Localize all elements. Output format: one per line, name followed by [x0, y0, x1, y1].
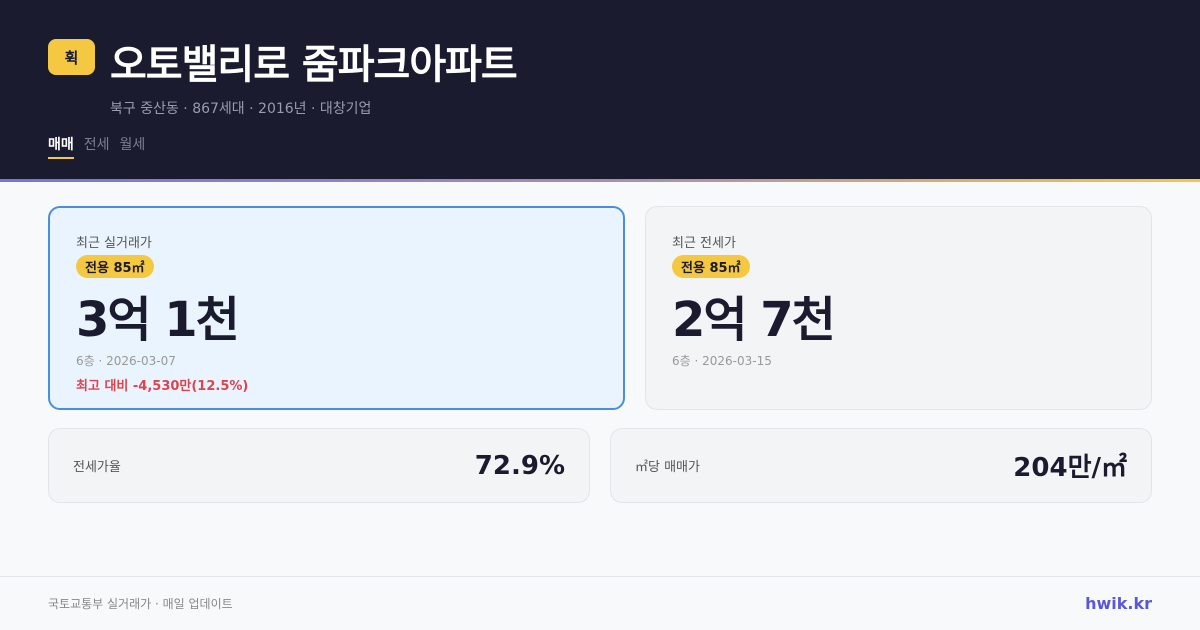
area-badge: 전용 85㎡	[672, 255, 750, 278]
stat-value: 72.9%	[474, 450, 565, 481]
jeonse-ratio-stat: 전세가율 72.9%	[48, 428, 590, 503]
price-per-sqm-stat: ㎡당 매매가 204만/㎡	[610, 428, 1152, 503]
recent-jeonse-card: 최근 전세가 전용 85㎡ 2억 7천 6층 · 2026-03-15	[645, 206, 1152, 410]
tab-monthly[interactable]: 월세	[119, 137, 146, 153]
recent-sale-card: 최근 실거래가 전용 85㎡ 3억 1천 6층 · 2026-03-07 최고 …	[48, 206, 625, 410]
gradient-divider	[0, 179, 1200, 182]
card-label: 최근 실거래가	[76, 236, 152, 251]
price-diff: 최고 대비 -4,530만(12.5%)	[76, 379, 249, 394]
tab-jeonse[interactable]: 전세	[83, 137, 110, 153]
stat-value: 204만/㎡	[1013, 453, 1127, 483]
deal-type-tabs: 매매 전세 월세	[48, 134, 145, 159]
stat-label: 전세가율	[73, 460, 121, 475]
tab-sale[interactable]: 매매	[48, 134, 74, 159]
data-source: 국토교통부 실거래가 · 매일 업데이트	[48, 597, 233, 611]
sale-meta: 6층 · 2026-03-07	[76, 354, 176, 368]
area-badge: 전용 85㎡	[76, 255, 154, 278]
sale-price: 3억 1천	[76, 292, 240, 348]
footer: 국토교통부 실거래가 · 매일 업데이트 hwik.kr	[0, 576, 1200, 630]
jeonse-meta: 6층 · 2026-03-15	[672, 354, 772, 368]
brand-link[interactable]: hwik.kr	[1085, 594, 1152, 613]
card-label: 최근 전세가	[672, 236, 736, 251]
apartment-info: 북구 중산동 · 867세대 · 2016년 · 대창기업	[110, 101, 372, 117]
logo[interactable]: 휙	[48, 39, 95, 75]
header: 휙 오토밸리로 줌파크아파트 북구 중산동 · 867세대 · 2016년 · …	[0, 0, 1200, 179]
page-title: 오토밸리로 줌파크아파트	[110, 42, 518, 88]
stat-label: ㎡당 매매가	[635, 460, 700, 475]
jeonse-price: 2억 7천	[672, 292, 836, 348]
